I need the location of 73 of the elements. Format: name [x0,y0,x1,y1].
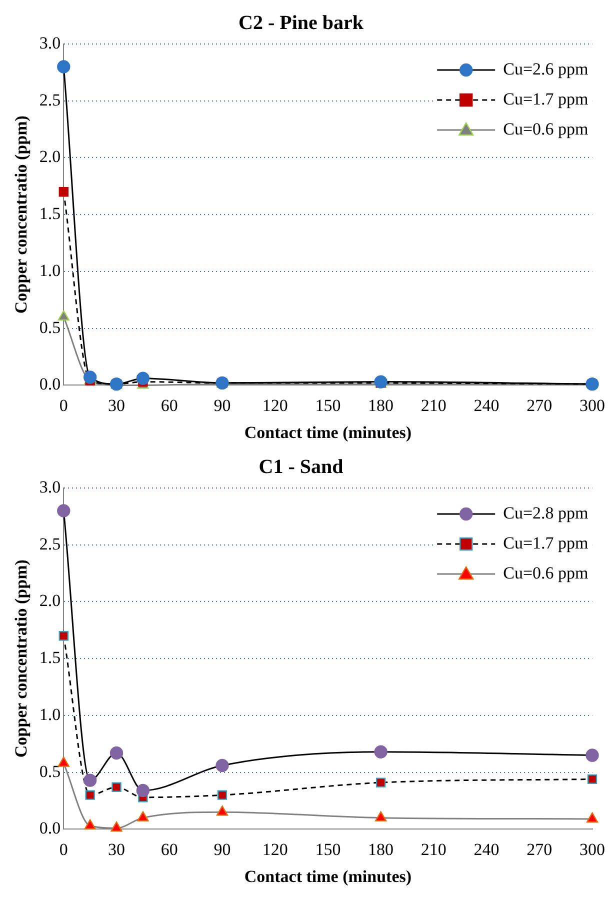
x-tick-label: 0 [59,396,68,415]
x-tick-label: 90 [214,396,231,415]
y-tick-label: 0.5 [39,762,61,781]
x-axis-title: Contact time (minutes) [244,867,412,886]
x-tick-label: 60 [160,396,178,415]
point [84,819,96,830]
y-axis-title: Copper concentratio (ppm) [12,116,31,314]
x-tick-label: 30 [108,840,126,859]
y-tick-label: 3.0 [39,477,61,496]
point [136,784,150,798]
legend-label: Cu=1.7 ppm [503,89,588,108]
x-tick-label: 150 [315,396,341,415]
x-tick-label: 240 [474,396,500,415]
point [57,504,70,518]
point [137,811,149,822]
point [58,310,70,321]
chart-title: C1 - Sand [258,456,344,478]
point [374,745,388,758]
point [110,746,124,760]
y-tick-label: 2.5 [39,534,61,554]
point [110,821,122,832]
point [586,748,599,762]
y-tick-label: 1.0 [39,704,61,724]
x-tick-label: 30 [108,396,126,415]
point [83,370,97,384]
y-tick-label: 0.0 [39,818,61,838]
point [216,806,228,816]
point [58,631,68,641]
x-tick-label: 180 [368,840,394,859]
x-tick-label: 90 [214,840,231,859]
point [136,372,150,385]
point [217,790,228,800]
legend-label: Cu=0.6 ppm [503,563,588,582]
point [587,774,598,784]
x-tick-label: 180 [368,396,394,415]
point [112,782,122,792]
legend-label: Cu=2.6 ppm [503,59,588,78]
y-tick-label: 2.5 [39,90,61,110]
y-tick-label: 0.0 [39,374,61,394]
x-tick-label: 120 [262,396,288,415]
x-tick-label: 210 [420,840,446,859]
y-tick-label: 1.0 [39,260,61,280]
point [376,778,386,788]
point [85,790,95,800]
y-tick-label: 2.0 [39,591,61,610]
legend-label: Cu=0.6 ppm [503,119,588,138]
x-tick-label: 0 [59,840,68,859]
y-tick-label: 1.5 [39,204,61,224]
y-tick-label: 1.5 [39,648,61,668]
legend-label: Cu=1.7 ppm [503,533,588,552]
point [216,758,229,772]
point [57,60,70,74]
point [375,811,387,822]
x-tick-label: 150 [315,840,341,859]
point [58,187,68,197]
point [586,812,598,823]
x-tick-label: 270 [526,396,552,415]
x-tick-label: 300 [580,396,605,415]
chart-title: C2 - Pine bark [238,12,364,34]
y-tick-label: 3.0 [39,33,61,52]
x-tick-label: 60 [160,840,178,859]
x-tick-label: 210 [420,396,446,415]
x-tick-label: 120 [262,840,288,859]
y-tick-label: 2.0 [39,147,61,166]
y-tick-label: 0.5 [39,318,61,337]
point [83,774,97,787]
legend-label: Cu=2.8 ppm [503,503,588,522]
x-axis-title: Contact time (minutes) [244,423,412,442]
x-tick-label: 300 [580,840,605,859]
point [58,756,70,767]
y-axis-title: Copper concentratio (ppm) [12,560,31,758]
x-tick-label: 240 [474,840,500,859]
x-tick-label: 270 [526,840,552,859]
